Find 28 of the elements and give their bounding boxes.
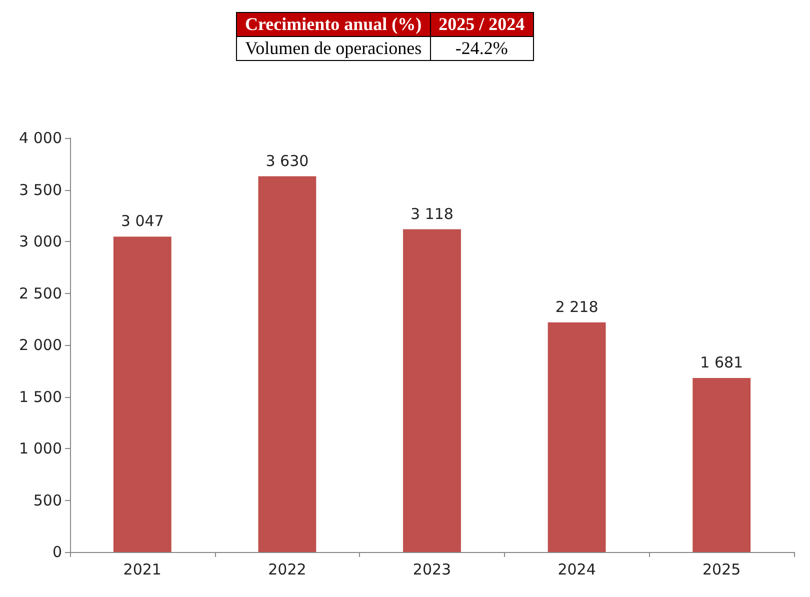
- x-tick-label: 2024: [558, 560, 596, 578]
- y-tick-label: 1 500: [19, 388, 62, 406]
- y-tick-label: 3 500: [19, 180, 62, 199]
- bar: [113, 236, 172, 552]
- x-tick-label: 2025: [702, 560, 741, 578]
- y-tick-label: 1 000: [19, 440, 62, 458]
- text: -24.2%: [430, 36, 534, 60]
- text: Crecimiento anual (%): [236, 12, 430, 36]
- text: 2025 / 2024: [430, 12, 534, 36]
- bar: [692, 378, 751, 552]
- y-tick-label: 3 000: [19, 232, 62, 250]
- data-label: 1 681: [700, 354, 744, 372]
- x-tick-label: 2023: [412, 560, 452, 578]
- data-label: 2 218: [555, 298, 598, 316]
- data-label: 3 047: [120, 212, 164, 230]
- y-tick-label: 2 500: [19, 284, 62, 302]
- x-tick-label: 2022: [268, 560, 306, 578]
- text: Volumen de operaciones: [236, 36, 430, 60]
- bar: [258, 176, 316, 552]
- y-tick-label: 0: [52, 543, 62, 561]
- x-tick-label: 2021: [123, 560, 162, 578]
- data-label: 3 118: [410, 204, 454, 223]
- bar: [403, 229, 461, 552]
- y-tick-label: 500: [33, 491, 62, 510]
- y-tick-label: 4 000: [19, 129, 62, 147]
- y-tick-label: 2 000: [19, 336, 62, 354]
- data-label: 3 630: [266, 152, 309, 170]
- bar: [548, 322, 606, 552]
